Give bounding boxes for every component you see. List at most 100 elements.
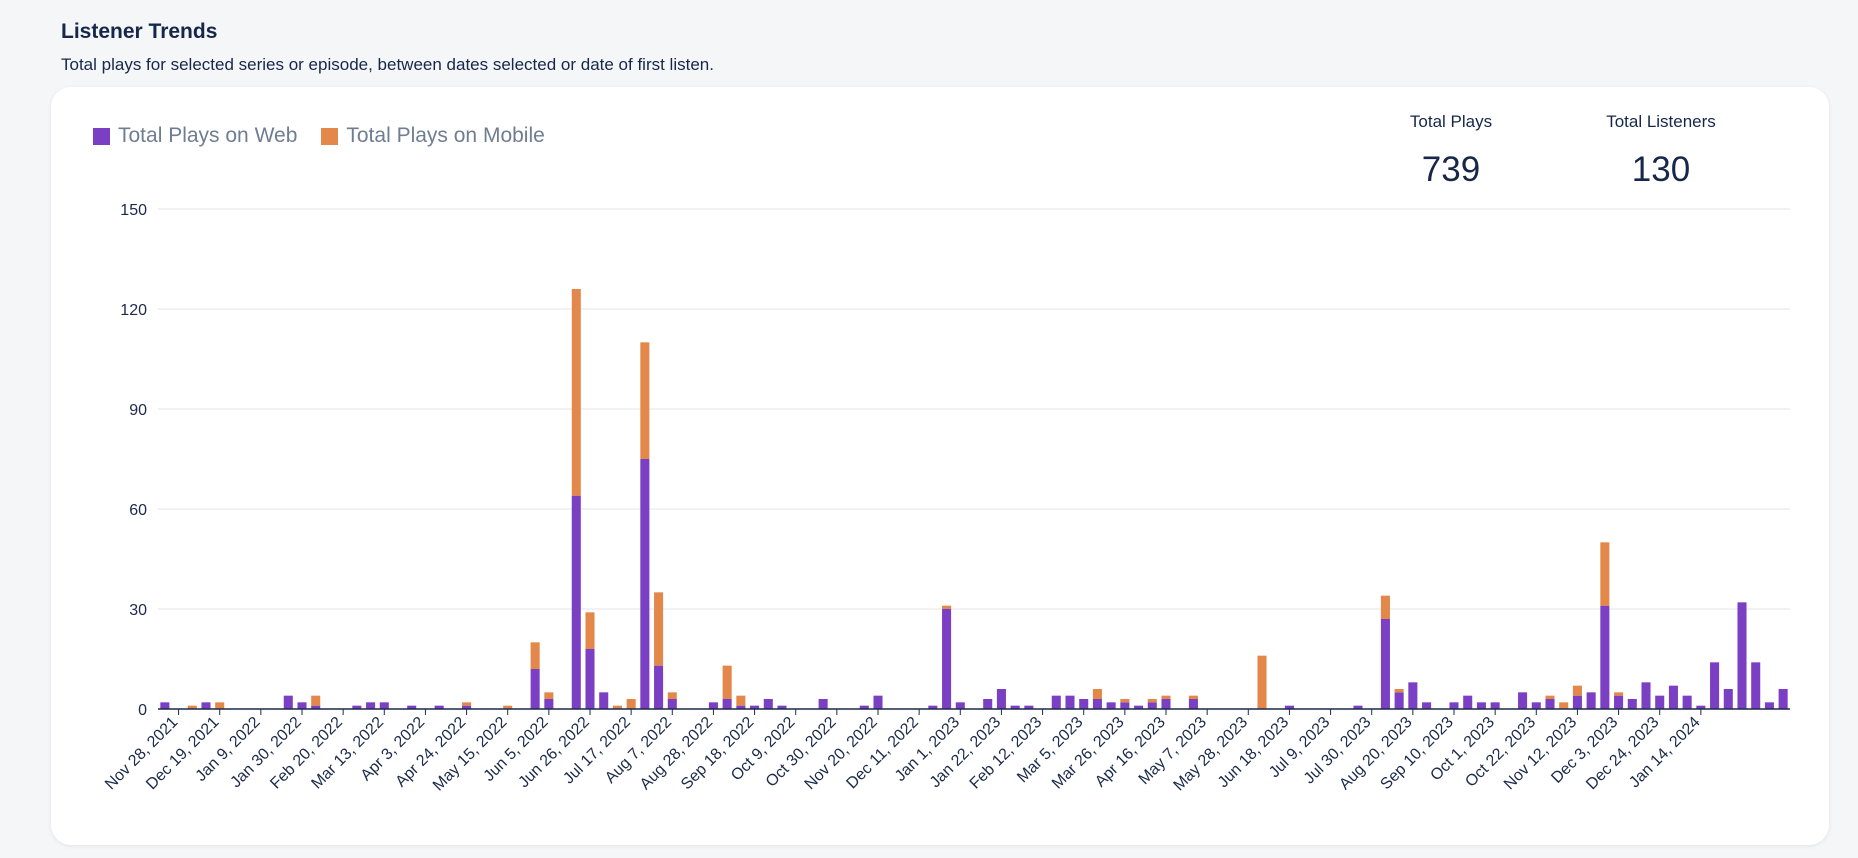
bar-web (366, 702, 376, 709)
bar-web (160, 702, 170, 709)
bar-web (585, 649, 595, 709)
bar-web (1600, 605, 1610, 709)
bar-web (1188, 699, 1198, 709)
bar-web (1737, 602, 1747, 709)
bar-web (1490, 702, 1500, 709)
bar-web (434, 705, 444, 709)
bar-mobile (187, 705, 197, 709)
legend-swatch-mobile (321, 127, 339, 145)
x-tick-label: Mar 13, 2022 (308, 714, 387, 793)
bar-mobile (215, 702, 225, 709)
page-subtitle: Total plays for selected series or episo… (61, 55, 714, 74)
total-plays-label: Total Plays (1409, 112, 1493, 131)
bar-web (750, 705, 760, 709)
bar-mobile (612, 705, 622, 709)
bar-web (1614, 695, 1624, 709)
bar-mobile (736, 695, 746, 706)
bar-mobile (1572, 685, 1582, 696)
bar-web (1682, 695, 1692, 709)
bar-web (407, 705, 417, 709)
bar-web (1147, 702, 1157, 709)
bar-web (571, 495, 581, 709)
bar-mobile (585, 612, 595, 649)
bar-web (1518, 692, 1528, 709)
bar-web (1627, 699, 1637, 709)
bar-mobile (942, 605, 952, 609)
page-title: Listener Trends (61, 20, 218, 43)
bar-mobile (462, 702, 472, 706)
bar-mobile (1120, 699, 1130, 703)
bar-mobile (654, 592, 664, 666)
bar-web (599, 692, 609, 709)
bar-web (1120, 702, 1130, 709)
total-plays-stat: Total Plays 739 (1371, 112, 1531, 190)
bar-mobile (530, 642, 540, 669)
bar-web (983, 699, 993, 709)
total-listeners-value: 130 (1631, 150, 1691, 189)
bar-mobile (1394, 689, 1404, 693)
bar-web (1764, 702, 1774, 709)
bar-web (297, 702, 307, 709)
bar-web (736, 705, 746, 709)
bar-web (667, 699, 677, 709)
bar-web (1380, 619, 1390, 709)
bar-web (1696, 705, 1706, 709)
bar-web (1408, 682, 1418, 709)
legend-swatch-web (93, 127, 110, 145)
bar-web (942, 609, 952, 709)
bar-mobile (1257, 655, 1267, 709)
bar-web (708, 702, 718, 709)
total-listeners-label: Total Listeners (1606, 112, 1716, 131)
y-tick-label: 150 (120, 202, 147, 219)
x-tick-label: Mar 26, 2023 (1049, 714, 1128, 793)
bar-web (530, 669, 540, 709)
bar-web (379, 702, 389, 709)
bar-mobile (1545, 695, 1555, 699)
chart-card (51, 87, 1829, 845)
bar-web (1668, 685, 1678, 709)
legend-label-mobile: Total Plays on Mobile (346, 124, 545, 147)
bar-web (1394, 692, 1404, 709)
bar-web (544, 699, 554, 709)
bar-web (722, 699, 732, 709)
x-tick-label: Feb 20, 2022 (267, 714, 346, 793)
total-plays-value: 739 (1421, 150, 1481, 189)
bar-mobile (311, 695, 321, 706)
bar-web (1751, 662, 1761, 709)
y-tick-label: 90 (129, 402, 147, 419)
legend-item-mobile[interactable]: Total Plays on Mobile (321, 124, 545, 148)
bar-web (1586, 692, 1596, 709)
bar-web (1572, 695, 1582, 709)
bar-web (1641, 682, 1651, 709)
bar-web (1092, 699, 1102, 709)
bar-web (1778, 689, 1788, 709)
bar-web (1065, 695, 1075, 709)
bar-mobile (1161, 695, 1171, 699)
bar-mobile (571, 289, 581, 496)
bar-mobile (1380, 595, 1390, 619)
bar-web (1449, 702, 1459, 709)
bar-web (763, 699, 773, 709)
bar-mobile (1188, 695, 1198, 699)
bar-web (640, 459, 650, 709)
legend-item-web[interactable]: Total Plays on Web (93, 124, 297, 148)
bar-mobile (503, 705, 513, 709)
bar-web (955, 702, 965, 709)
bar-web (996, 689, 1006, 709)
bar-web (1710, 662, 1720, 709)
bar-web (1476, 702, 1486, 709)
y-tick-label: 0 (138, 702, 147, 719)
bar-mobile (1147, 699, 1157, 703)
bar-mobile (1600, 542, 1610, 606)
bar-web (654, 665, 664, 709)
bar-web (1024, 705, 1034, 709)
bar-web (462, 705, 472, 709)
y-tick-label: 120 (120, 302, 147, 319)
bar-web (1161, 699, 1171, 709)
bar-web (1353, 705, 1363, 709)
bar-web (1284, 705, 1294, 709)
bar-web (1723, 689, 1733, 709)
bar-web (1531, 702, 1541, 709)
x-tick-label: Dec 11, 2022 (843, 714, 922, 793)
